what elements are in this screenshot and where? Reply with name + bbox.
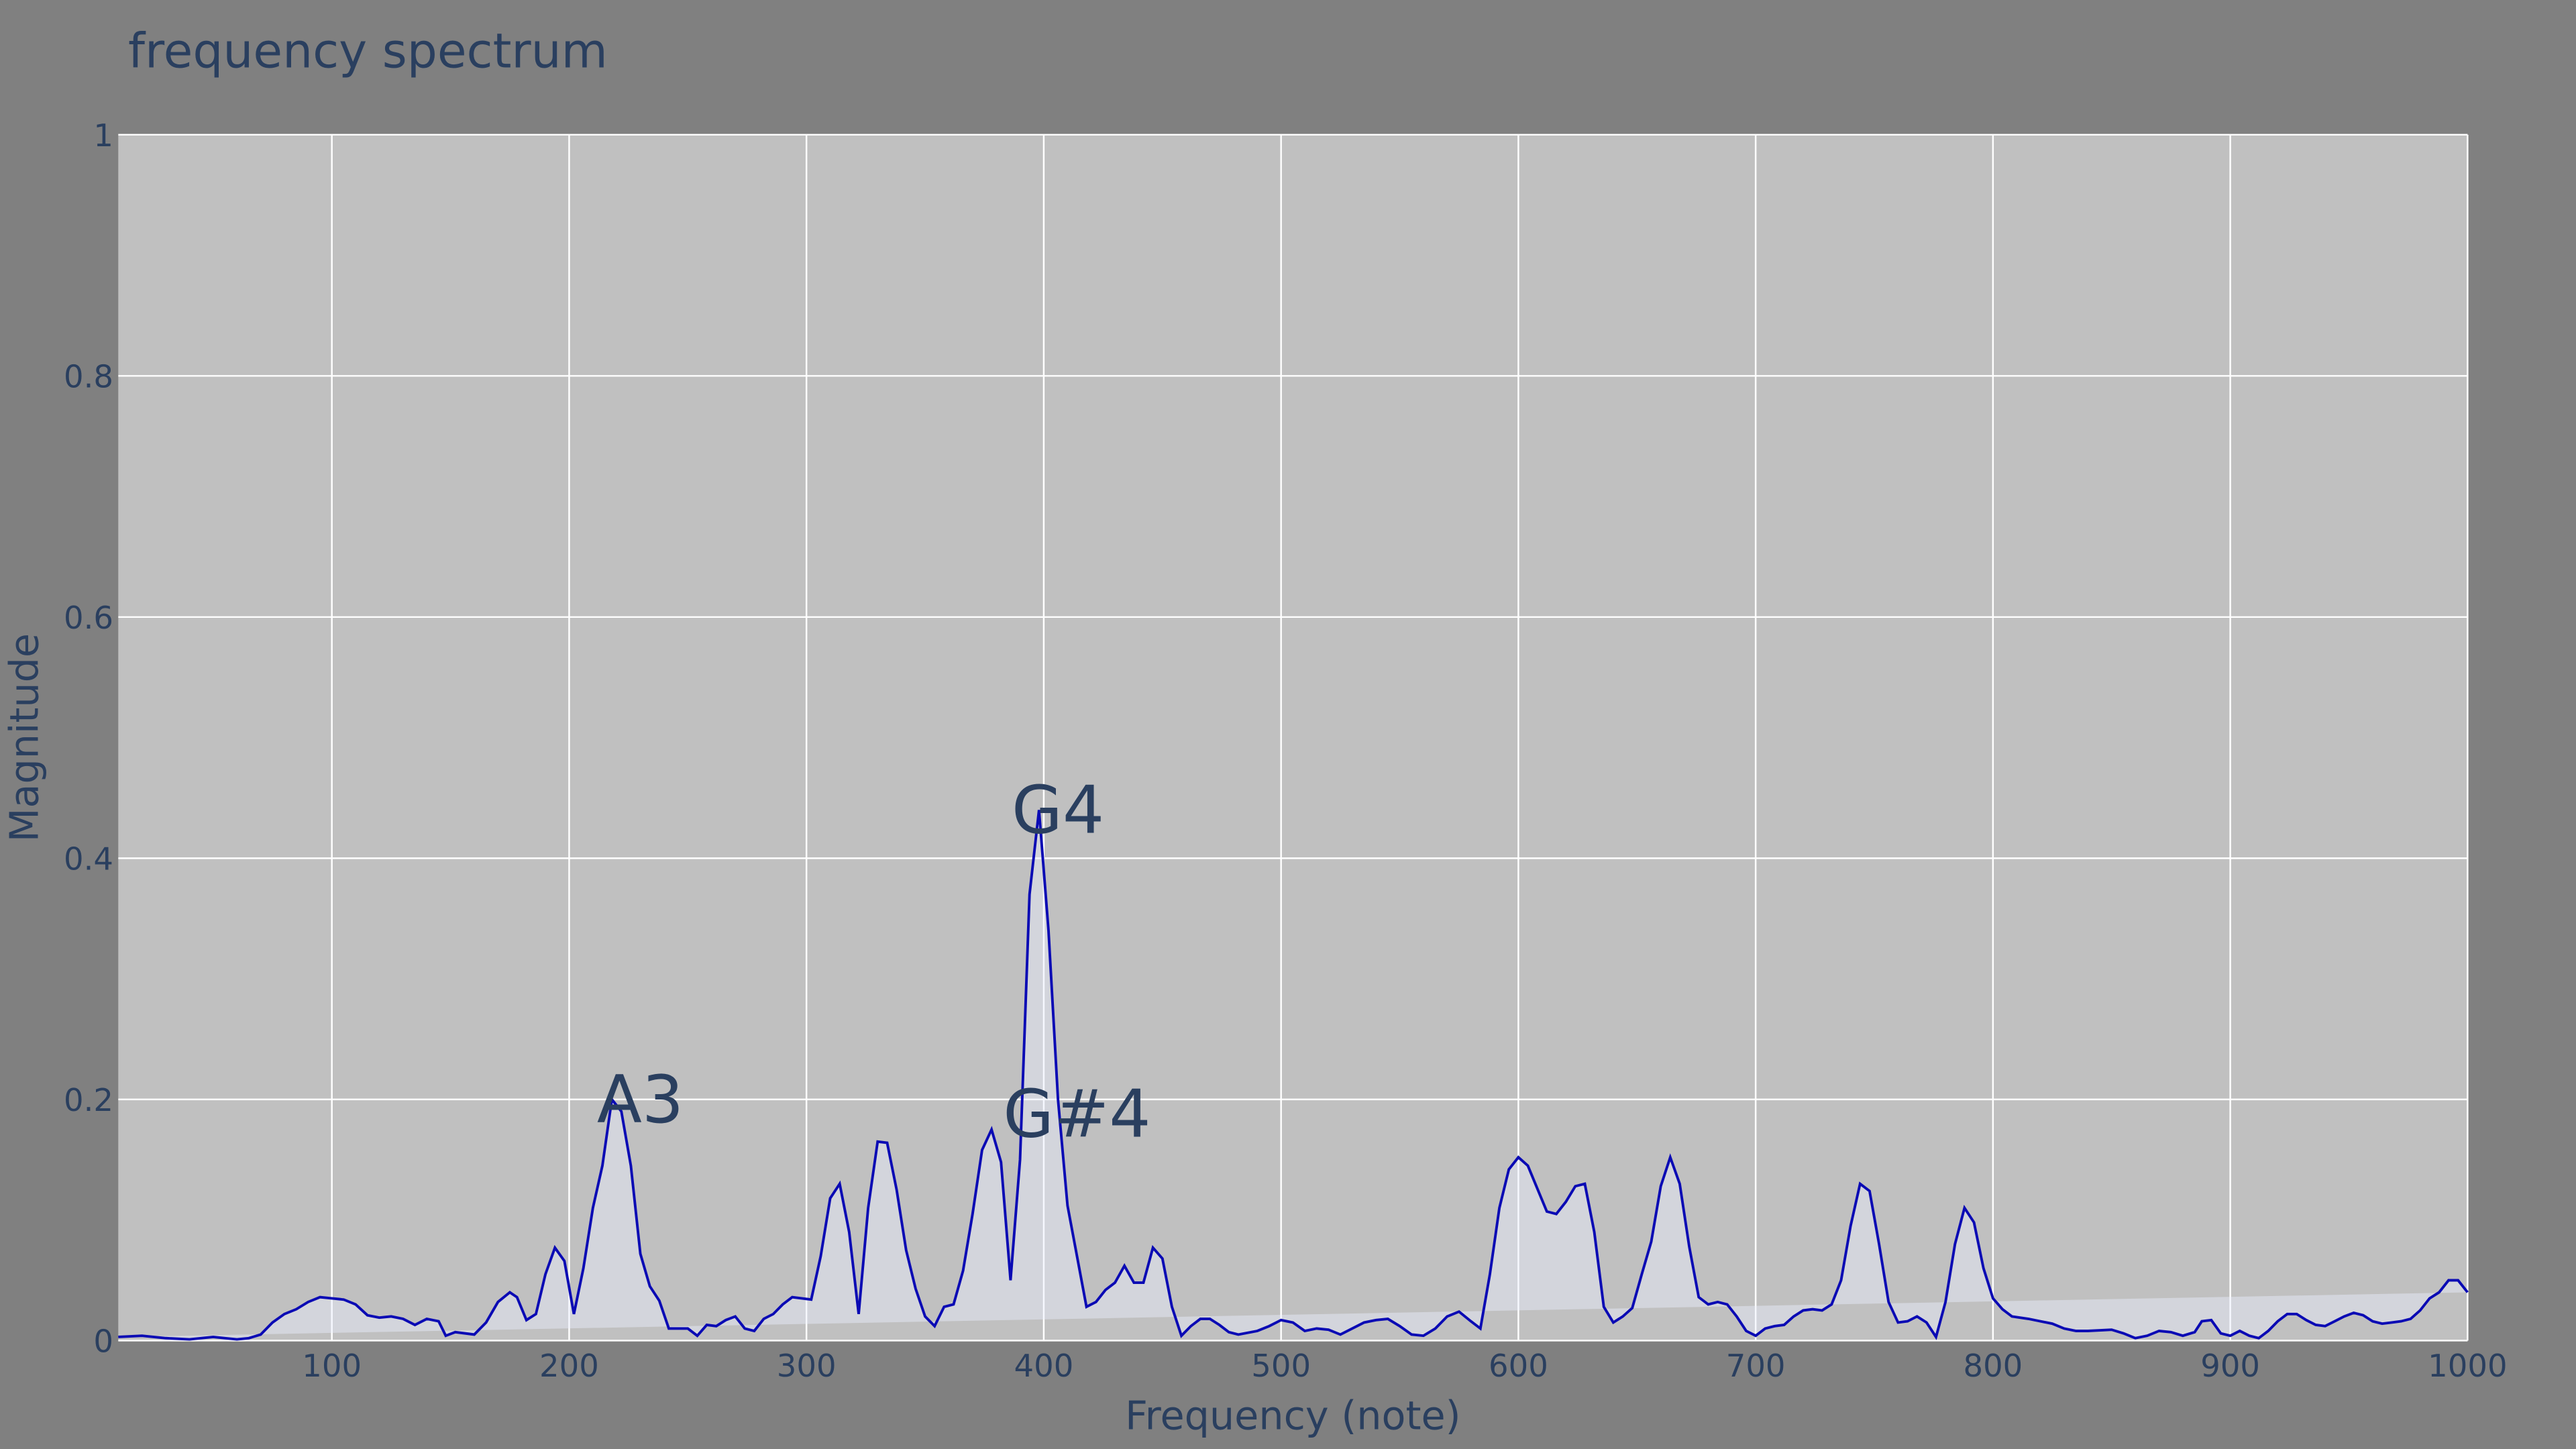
y-tick-label: 0.6 — [64, 600, 113, 636]
x-tick-label: 600 — [1489, 1348, 1548, 1384]
x-tick-label: 400 — [1014, 1348, 1074, 1384]
x-tick-label: 200 — [539, 1348, 599, 1384]
y-tick-label: 1 — [93, 117, 113, 154]
x-tick-label: 700 — [1726, 1348, 1786, 1384]
x-tick-label: 300 — [777, 1348, 837, 1384]
annotation: A3 — [597, 1062, 684, 1138]
annotation: G#4 — [1003, 1077, 1150, 1153]
y-tick-label: 0 — [93, 1324, 113, 1360]
x-tick-label: 500 — [1251, 1348, 1311, 1384]
x-tick-label: 1000 — [2428, 1348, 2507, 1384]
annotation: G4 — [1012, 773, 1104, 849]
plot-area — [118, 134, 2468, 1341]
x-axis-title: Frequency (note) — [1125, 1393, 1461, 1439]
x-tick-label: 900 — [2200, 1348, 2260, 1384]
y-axis-title: Magnitude — [1, 633, 47, 842]
x-tick-label: 800 — [1963, 1348, 2023, 1384]
x-tick-label: 100 — [302, 1348, 362, 1384]
y-tick-label: 0.4 — [64, 841, 113, 877]
y-tick-label: 0.8 — [64, 358, 113, 394]
line — [118, 810, 2469, 1341]
y-tick-label: 0.2 — [64, 1082, 113, 1118]
chart-title: frequency spectrum — [128, 23, 608, 78]
